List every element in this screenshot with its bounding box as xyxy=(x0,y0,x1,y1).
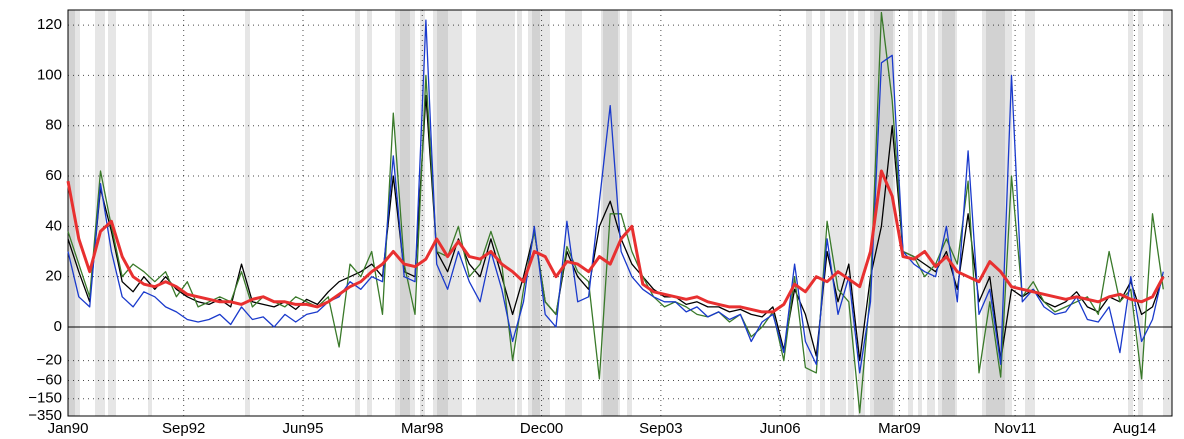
shade xyxy=(918,10,922,416)
shade xyxy=(476,10,515,416)
y-tick-label: 20 xyxy=(45,268,62,285)
plot-frame xyxy=(67,9,1173,417)
x-tick-label: Dec00 xyxy=(520,420,563,437)
shade-dark xyxy=(986,10,1005,416)
shade-dark xyxy=(942,10,955,416)
shade xyxy=(108,10,116,416)
shading xyxy=(68,10,1172,416)
series-line xyxy=(67,94,1164,362)
shade xyxy=(848,10,854,416)
shade xyxy=(806,10,812,416)
x-tick-label: Jan90 xyxy=(48,420,89,437)
shade xyxy=(565,10,582,416)
shade xyxy=(858,10,865,416)
shade xyxy=(1025,10,1035,416)
x-tick-label: Mar98 xyxy=(401,420,444,437)
shade xyxy=(355,10,360,416)
shade-dark xyxy=(532,10,540,416)
shade xyxy=(1138,10,1143,416)
x-tick-label: Jun06 xyxy=(760,420,801,437)
x-tick-label: Jun95 xyxy=(283,420,324,437)
y-tick-label: 60 xyxy=(45,167,62,184)
y-tick-label: 80 xyxy=(45,117,62,134)
shade xyxy=(830,10,846,416)
y-tick-label: −150 xyxy=(28,390,62,407)
shade-dark xyxy=(603,10,618,416)
y-tick-label: 120 xyxy=(37,16,62,33)
series-line xyxy=(66,169,1165,314)
shade xyxy=(908,10,913,416)
y-tick-label: −60 xyxy=(37,372,62,389)
shade xyxy=(367,10,372,416)
y-tick-label: 40 xyxy=(45,217,62,234)
shade xyxy=(95,10,105,416)
x-tick-label: Sep03 xyxy=(639,420,682,437)
shade xyxy=(627,10,632,416)
shade-dark xyxy=(68,10,75,416)
shade xyxy=(245,10,250,416)
x-tick-label: Mar09 xyxy=(878,420,921,437)
shade xyxy=(1128,10,1133,416)
shade xyxy=(517,10,522,416)
series-line xyxy=(67,19,1164,374)
shade xyxy=(820,10,825,416)
x-tick-label: Nov11 xyxy=(994,420,1036,437)
y-tick-label: −20 xyxy=(37,352,62,369)
y-tick-label: −350 xyxy=(28,407,62,424)
shade xyxy=(148,10,152,416)
y-tick-label: 0 xyxy=(54,318,62,335)
shade xyxy=(1163,10,1172,416)
x-tick-label: Sep92 xyxy=(162,420,205,437)
shade xyxy=(420,10,425,416)
shade-dark xyxy=(400,10,410,416)
x-tick-label: Aug14 xyxy=(1113,420,1156,437)
shade xyxy=(927,10,935,416)
y-tick-label: 100 xyxy=(37,66,62,83)
shade-dark xyxy=(437,10,448,416)
